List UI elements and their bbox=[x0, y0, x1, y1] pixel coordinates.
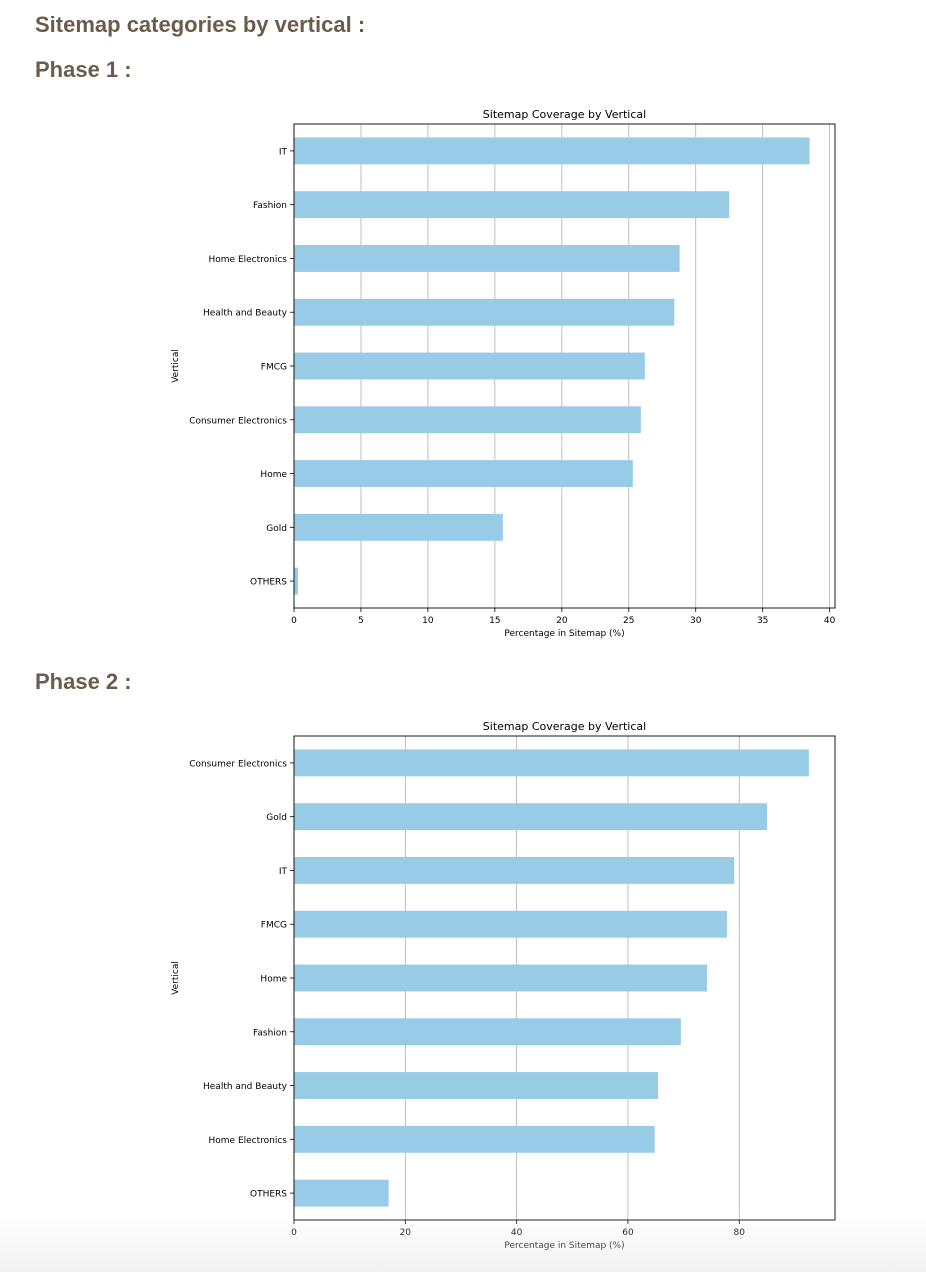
x-axis-label: Percentage in Sitemap (%) bbox=[504, 629, 624, 639]
bar-gold bbox=[294, 803, 768, 831]
x-tick-label: 60 bbox=[622, 1228, 634, 1238]
phase-2-bar-chart: Consumer Electronics Gold IT FMCG Home Fashio… bbox=[171, 720, 836, 1251]
bar-home-electronics bbox=[294, 245, 680, 272]
category-label-health-and-beauty: Health and Beauty bbox=[203, 1082, 288, 1092]
category-label-others: OTHERS bbox=[250, 578, 287, 588]
bar-health-and-beauty bbox=[294, 1072, 659, 1099]
bar-home bbox=[294, 460, 633, 487]
bar-fmcg bbox=[294, 910, 728, 938]
bar-fmcg bbox=[294, 352, 645, 380]
x-tick-label: 20 bbox=[400, 1228, 412, 1238]
y-axis-label: Vertical bbox=[171, 961, 181, 995]
category-label-home-electronics: Home Electronics bbox=[209, 1136, 288, 1146]
bar-others bbox=[294, 1179, 389, 1207]
bar-consumer-electronics bbox=[294, 406, 641, 434]
x-tick-label: 0 bbox=[291, 1228, 297, 1238]
x-tick-label: 40 bbox=[824, 616, 836, 626]
category-label-health-and-beauty: Health and Beauty bbox=[203, 309, 288, 319]
x-tick-label: 10 bbox=[422, 616, 434, 626]
category-label-home: Home bbox=[260, 975, 287, 985]
plot-frame bbox=[293, 123, 836, 609]
category-label-consumer-electronics: Consumer Electronics bbox=[189, 416, 287, 426]
bar-home-electronics bbox=[294, 1125, 655, 1153]
category-label-home: Home bbox=[260, 470, 287, 480]
category-label-fmcg: FMCG bbox=[261, 921, 287, 931]
x-tick-label: 30 bbox=[690, 616, 702, 626]
category-label-fmcg: FMCG bbox=[261, 363, 287, 373]
bar-it bbox=[294, 137, 810, 165]
x-axis-label: Percentage in Sitemap (%) bbox=[504, 1241, 624, 1251]
category-label-others: OTHERS bbox=[250, 1190, 287, 1200]
bar-home bbox=[294, 964, 707, 992]
category-label-it: IT bbox=[279, 147, 288, 157]
x-tick-label: 0 bbox=[291, 616, 297, 626]
category-label-consumer-electronics: Consumer Electronics bbox=[189, 759, 287, 769]
x-tick-label: 5 bbox=[358, 616, 364, 626]
x-tick-label: 40 bbox=[511, 1228, 523, 1238]
bar-fashion bbox=[294, 1018, 681, 1046]
bar-health-and-beauty bbox=[294, 298, 675, 326]
category-label-it: IT bbox=[279, 867, 288, 877]
x-tick-label: 80 bbox=[734, 1228, 746, 1238]
bar-it bbox=[294, 857, 735, 884]
x-tick-label: 35 bbox=[757, 616, 768, 626]
y-axis-label: Vertical bbox=[171, 349, 181, 383]
phase-2-heading: Phase 2 : bbox=[35, 669, 132, 694]
page-title: Sitemap categories by vertical : bbox=[35, 12, 366, 37]
x-tick-label: 25 bbox=[623, 616, 634, 626]
category-label-home-electronics: Home Electronics bbox=[209, 255, 288, 265]
chart-title: Sitemap Coverage by Vertical bbox=[483, 720, 646, 733]
x-tick-label: 15 bbox=[489, 616, 500, 626]
bar-consumer-electronics bbox=[294, 749, 809, 777]
bar-others bbox=[294, 567, 299, 595]
bar-gold bbox=[294, 513, 503, 541]
category-label-fashion: Fashion bbox=[253, 1028, 287, 1038]
category-label-gold: Gold bbox=[266, 524, 287, 534]
category-label-gold: Gold bbox=[266, 813, 287, 823]
x-tick-label: 20 bbox=[556, 616, 568, 626]
bar-fashion bbox=[294, 191, 730, 219]
phase-1-heading: Phase 1 : bbox=[35, 57, 132, 82]
phase-1-bar-chart: IT Fashion Home Electronics Health and Beau… bbox=[171, 108, 836, 639]
category-label-fashion: Fashion bbox=[253, 201, 287, 211]
chart-title: Sitemap Coverage by Vertical bbox=[483, 108, 646, 121]
